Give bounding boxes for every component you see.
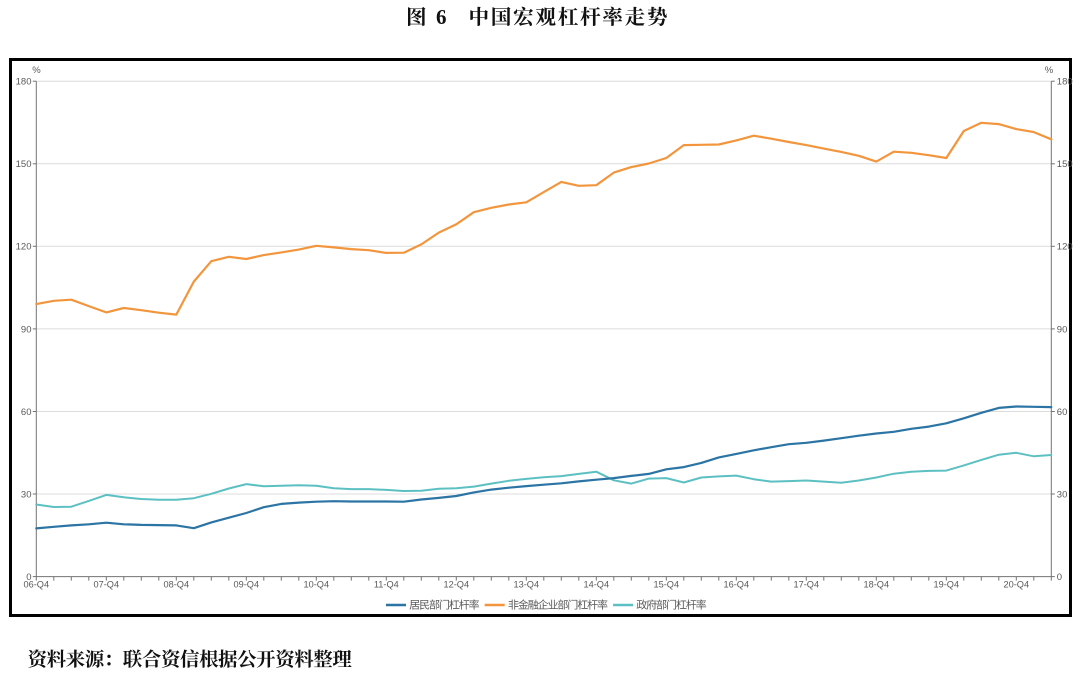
svg-text:120: 120 [16, 242, 32, 253]
svg-text:0: 0 [1057, 572, 1062, 583]
svg-text:07-Q4: 07-Q4 [94, 580, 120, 590]
svg-text:20-Q4: 20-Q4 [1004, 580, 1030, 590]
svg-text:90: 90 [1057, 324, 1068, 335]
svg-text:%: % [1045, 65, 1054, 76]
svg-text:90: 90 [21, 324, 32, 335]
svg-text:08-Q4: 08-Q4 [164, 580, 190, 590]
svg-text:30: 30 [1057, 489, 1068, 500]
svg-text:12-Q4: 12-Q4 [444, 580, 470, 590]
svg-text:150: 150 [16, 159, 32, 170]
svg-text:09-Q4: 09-Q4 [234, 580, 260, 590]
svg-text:30: 30 [21, 489, 32, 500]
svg-text:13-Q4: 13-Q4 [514, 580, 540, 590]
svg-text:11-Q4: 11-Q4 [374, 580, 399, 590]
svg-text:16-Q4: 16-Q4 [724, 580, 750, 590]
svg-text:10-Q4: 10-Q4 [304, 580, 330, 590]
svg-text:14-Q4: 14-Q4 [584, 580, 610, 590]
svg-text:19-Q4: 19-Q4 [934, 580, 960, 590]
svg-text:60: 60 [1057, 407, 1068, 418]
svg-text:0: 0 [26, 572, 31, 583]
svg-text:15-Q4: 15-Q4 [654, 580, 680, 590]
svg-text:18-Q4: 18-Q4 [864, 580, 890, 590]
svg-text:180: 180 [1057, 77, 1073, 88]
svg-text:120: 120 [1057, 242, 1073, 253]
svg-text:06-Q4: 06-Q4 [24, 580, 50, 590]
svg-text:180: 180 [16, 77, 32, 88]
svg-text:60: 60 [21, 407, 32, 418]
svg-text:150: 150 [1057, 159, 1073, 170]
svg-text:6: 6 [436, 5, 447, 29]
svg-text:%: % [32, 65, 41, 76]
svg-text:17-Q4: 17-Q4 [794, 580, 820, 590]
